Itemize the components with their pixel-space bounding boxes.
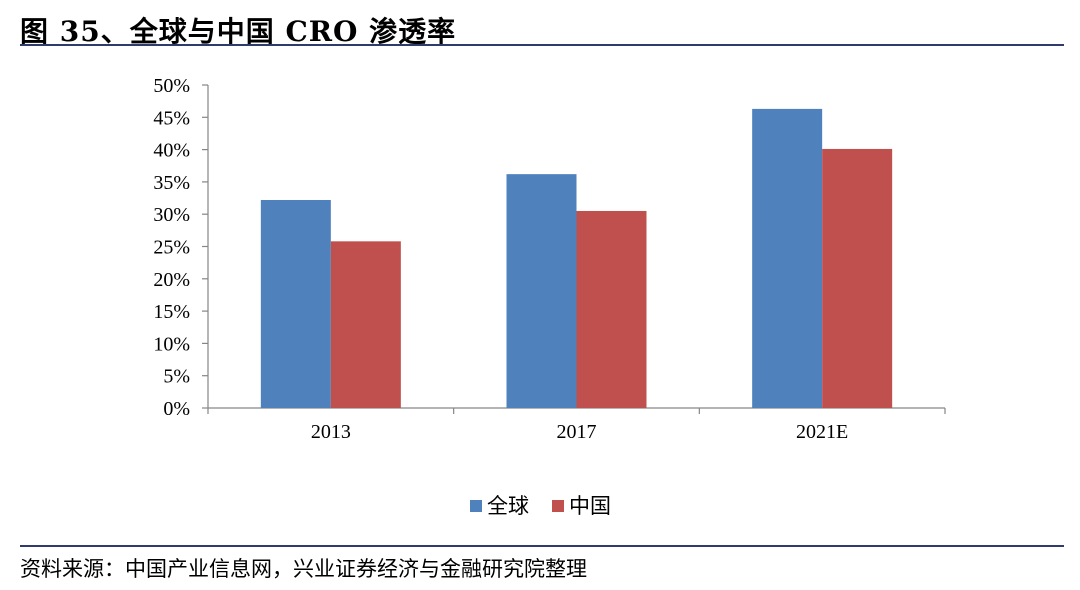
bar-chart: 0% 5% 10% 15% 20% 25% 30% 35% 40% 45% 50% 2013 2017 2… — [153, 75, 946, 518]
x-tick-label: 2013 — [311, 421, 351, 443]
y-tick-label: 15% — [153, 301, 190, 323]
bar-全球-2013 — [260, 199, 331, 408]
y-tick-label: 25% — [153, 237, 190, 259]
page-title: 图 35、全球与中国 CRO 渗透率 — [20, 15, 457, 48]
title-divider — [20, 44, 1064, 46]
legend-label: 全球 — [487, 494, 529, 518]
y-tick-label: 45% — [153, 107, 190, 129]
y-tick-label: 50% — [153, 75, 190, 97]
bar-中国-2021E — [822, 148, 893, 409]
legend-swatch-全球 — [470, 500, 482, 512]
y-tick-label: 10% — [153, 333, 190, 355]
bar-全球-2017 — [506, 174, 577, 408]
bar-中国-2013 — [330, 241, 401, 408]
y-tick-label: 35% — [153, 172, 190, 194]
legend-swatch-中国 — [552, 500, 564, 512]
y-tick-label: 5% — [163, 366, 190, 388]
x-tick-label: 2017 — [557, 421, 597, 443]
x-tick-label: 2021E — [796, 421, 848, 443]
y-tick-label: 0% — [163, 398, 190, 420]
y-tick-label: 40% — [153, 140, 190, 162]
legend-label: 中国 — [569, 494, 611, 518]
bar-中国-2017 — [576, 210, 647, 408]
source-note: 资料来源：中国产业信息网，兴业证券经济与金融研究院整理 — [20, 557, 587, 581]
bar-全球-2021E — [752, 108, 823, 408]
y-tick-label: 30% — [153, 204, 190, 226]
y-tick-label: 20% — [153, 269, 190, 291]
footer-divider — [20, 545, 1064, 547]
